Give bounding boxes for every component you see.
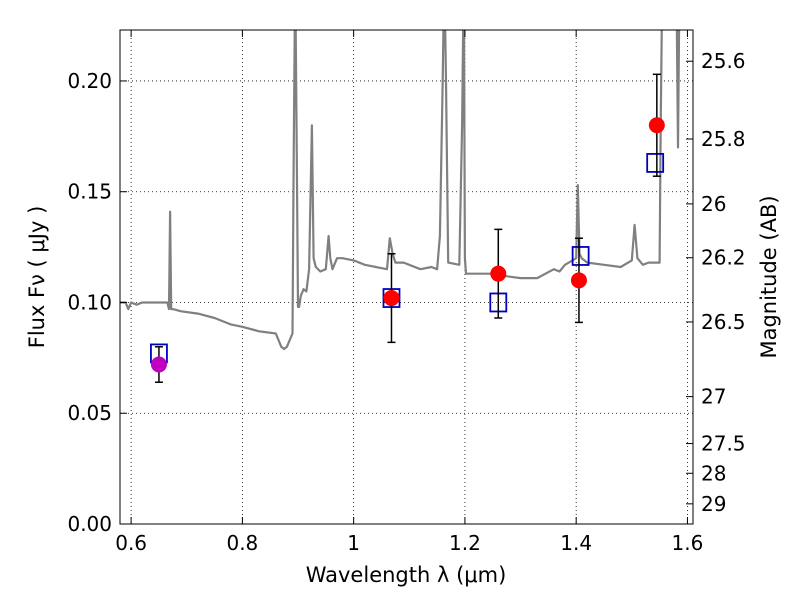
observed-point [490,265,507,282]
y-tick-label: 0.05 [67,401,112,425]
plot-frame [119,29,694,525]
y-tick-label: 0.15 [67,180,112,204]
x-tick-label: 1 [347,531,360,555]
y2-tick-label: 27 [701,385,726,409]
y2-tick-label: 27.5 [701,432,746,456]
y2-tick-label: 25.6 [701,49,746,73]
plot-background [120,30,693,524]
y2-tick-label: 25.8 [701,127,746,151]
y-axis-title: Flux Fν ( μJy ) [25,206,49,349]
model-point [646,153,665,173]
ticks: 0.6 0.8 1 1.2 1.4 1.6 0.00 0.05 0.10 0.15 0.20 25.6… [67,30,746,555]
y-tick-label: 0.20 [67,69,112,93]
x-tick-label: 0.6 [115,531,147,555]
observed-point [570,272,587,289]
y2-tick-label: 26.2 [701,246,746,270]
data-layer [120,30,681,383]
model-point [571,246,590,266]
x-axis-title: Wavelength λ (μm) [306,563,507,587]
y2-tick-label: 28 [701,461,726,485]
x-tick-label: 0.8 [226,531,258,555]
x-tick-label: 1.6 [672,531,704,555]
observed-point [383,290,400,307]
y2-tick-label: 26.5 [701,310,746,334]
y2-tick-label: 29 [701,492,726,516]
y2-axis-title: Magnitude (AB) [757,195,781,358]
x-tick-label: 1.2 [449,531,481,555]
observed-point [150,356,167,373]
x-tick-label: 1.4 [560,531,592,555]
y2-tick-label: 26 [701,192,726,216]
y-tick-label: 0.10 [67,290,112,314]
y-tick-label: 0.00 [67,512,112,536]
observed-point [648,117,665,134]
